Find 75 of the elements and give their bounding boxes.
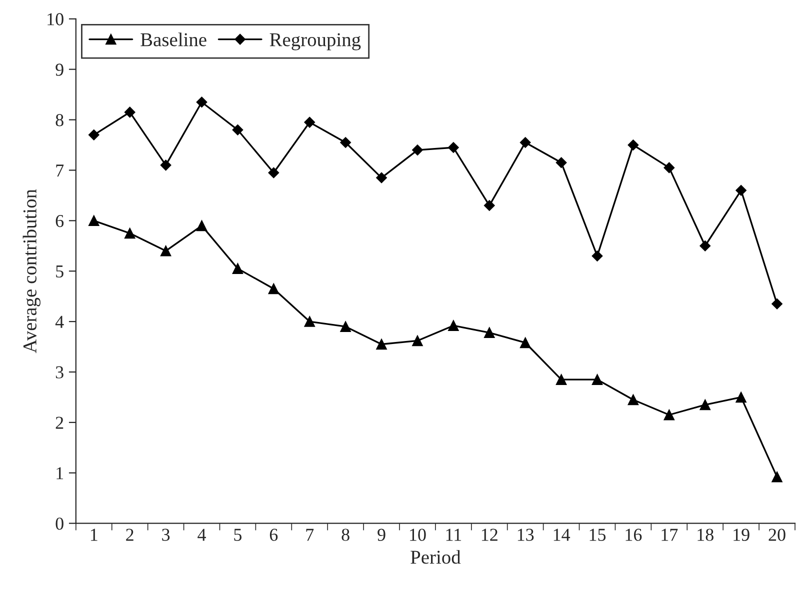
point [376, 172, 387, 184]
point [268, 167, 280, 178]
point [736, 184, 747, 196]
point [772, 472, 782, 482]
point [268, 283, 280, 294]
legend-label: Regrouping [270, 33, 361, 50]
point [448, 320, 459, 331]
point [700, 240, 711, 252]
point [520, 337, 531, 348]
point [556, 374, 567, 385]
y-axis-title: Average contribution [22, 189, 40, 354]
point [88, 215, 100, 226]
y-tick-label: 10 [48, 13, 64, 26]
point [736, 392, 746, 403]
x-tick-label: 17 [662, 528, 678, 541]
x-tick-label: 15 [590, 528, 606, 541]
point [340, 137, 351, 148]
x-tick-label: 11 [446, 528, 462, 541]
point [484, 327, 495, 338]
point [628, 140, 639, 150]
y-tick-label: 9 [56, 64, 64, 76]
point [160, 246, 172, 256]
x-axis-title: Period [410, 550, 461, 564]
point [664, 162, 675, 174]
x-tick-label: 12 [482, 528, 498, 541]
point [340, 321, 351, 332]
x-tick-label: 5 [234, 528, 242, 541]
legend-label: Baseline [140, 32, 206, 46]
point [376, 338, 387, 350]
point [484, 200, 495, 211]
y-tick-label: 7 [56, 164, 64, 176]
y-tick-label: 2 [56, 416, 64, 429]
y-tick-label: 8 [56, 114, 64, 126]
x-tick-label: 19 [734, 528, 750, 541]
y-tick-label: 5 [56, 266, 64, 278]
point [556, 157, 567, 168]
y-tick-label: 6 [56, 214, 64, 228]
y-tick-label: 1 [56, 467, 64, 480]
point [412, 335, 423, 346]
point [196, 220, 208, 232]
x-tick-label: 6 [270, 528, 278, 541]
x-tick-label: 3 [162, 528, 170, 541]
x-tick-label: 10 [410, 528, 426, 541]
point [520, 137, 531, 148]
point [592, 374, 603, 385]
point [196, 96, 208, 108]
x-tick-label: 16 [626, 528, 642, 541]
point [124, 106, 136, 118]
x-tick-label: 7 [306, 528, 314, 541]
x-tick-label: 1 [90, 528, 98, 541]
point [160, 160, 172, 171]
x-tick-label: 13 [518, 528, 534, 541]
point [304, 116, 316, 128]
y-tick-label: 0 [56, 518, 64, 530]
x-tick-label: 9 [378, 528, 386, 541]
x-tick-label: 20 [768, 528, 786, 541]
x-tick-label: 14 [554, 528, 570, 541]
point [772, 298, 782, 310]
x-tick-label: 8 [342, 528, 350, 541]
y-tick-label: 4 [55, 316, 64, 328]
x-tick-label: 18 [698, 528, 714, 541]
point [700, 399, 710, 410]
point [232, 263, 244, 274]
point [592, 250, 603, 262]
point [88, 129, 100, 140]
point [412, 144, 423, 156]
x-tick-label: 4 [198, 528, 206, 541]
point [664, 409, 675, 420]
point [304, 316, 315, 327]
point [124, 228, 136, 239]
point [232, 124, 244, 136]
point [448, 142, 459, 153]
x-tick-label: 2 [126, 528, 134, 541]
point [628, 394, 639, 406]
y-tick-label: 3 [56, 366, 64, 378]
